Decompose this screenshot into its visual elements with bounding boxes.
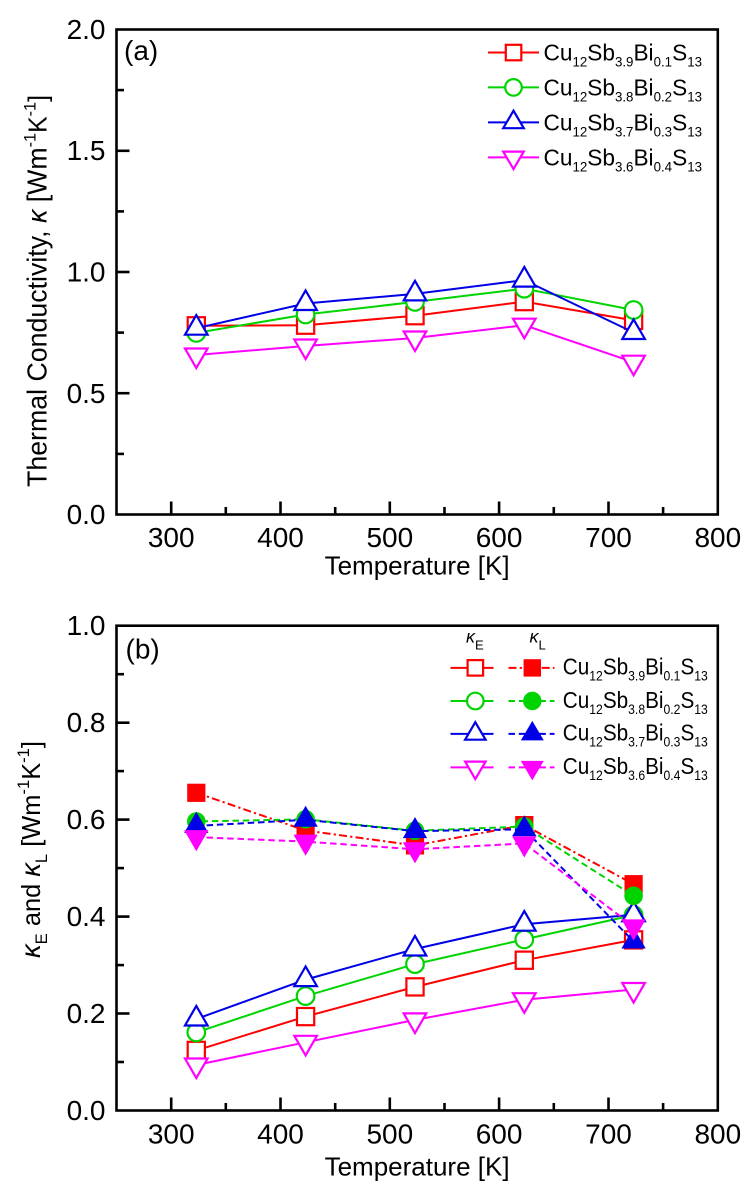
svg-text:Cu12Sb3.7Bi0.3S13: Cu12Sb3.7Bi0.3S13	[563, 720, 708, 750]
svg-text:600: 600	[476, 1119, 523, 1150]
svg-text:0.6: 0.6	[67, 804, 106, 835]
svg-text:1.0: 1.0	[67, 610, 106, 641]
svg-text:800: 800	[694, 1119, 741, 1150]
svg-text:1.5: 1.5	[67, 135, 106, 166]
svg-text:Temperature [K]: Temperature [K]	[325, 551, 510, 581]
svg-text:Cu12Sb3.6Bi0.4S13: Cu12Sb3.6Bi0.4S13	[544, 144, 703, 174]
svg-text:κL: κL	[530, 627, 546, 653]
svg-text:400: 400	[257, 522, 304, 553]
svg-text:300: 300	[148, 1119, 195, 1150]
svg-text:0.4: 0.4	[67, 901, 106, 932]
svg-text:Cu12Sb3.9Bi0.1S13: Cu12Sb3.9Bi0.1S13	[563, 654, 708, 684]
svg-text:Cu12Sb3.6Bi0.4S13: Cu12Sb3.6Bi0.4S13	[563, 753, 708, 783]
svg-text:400: 400	[257, 1119, 304, 1150]
svg-text:700: 700	[585, 1119, 632, 1150]
svg-text:κE and κL [Wm-1K-1]: κE and κL [Wm-1K-1]	[14, 741, 51, 958]
svg-text:Cu12Sb3.9Bi0.1S13: Cu12Sb3.9Bi0.1S13	[544, 40, 703, 70]
svg-text:500: 500	[366, 522, 413, 553]
svg-text:500: 500	[366, 1119, 413, 1150]
svg-text:0.2: 0.2	[67, 998, 106, 1029]
svg-text:Thermal Conductivity, κ [Wm-1K: Thermal Conductivity, κ [Wm-1K-1]	[20, 95, 52, 487]
svg-text:800: 800	[694, 522, 741, 553]
svg-text:(a): (a)	[124, 35, 158, 66]
svg-text:Cu12Sb3.8Bi0.2S13: Cu12Sb3.8Bi0.2S13	[544, 74, 703, 104]
svg-text:600: 600	[476, 522, 523, 553]
svg-text:0.5: 0.5	[67, 378, 106, 409]
svg-text:0.0: 0.0	[67, 1095, 106, 1126]
svg-text:Cu12Sb3.7Bi0.3S13: Cu12Sb3.7Bi0.3S13	[544, 109, 703, 139]
svg-text:0.0: 0.0	[67, 499, 106, 530]
svg-text:Cu12Sb3.8Bi0.2S13: Cu12Sb3.8Bi0.2S13	[563, 687, 708, 717]
svg-text:Temperature [K]: Temperature [K]	[325, 1152, 510, 1182]
svg-text:0.8: 0.8	[67, 707, 106, 738]
svg-text:300: 300	[148, 522, 195, 553]
svg-text:(b): (b)	[126, 634, 160, 665]
svg-text:700: 700	[585, 522, 632, 553]
svg-text:2.0: 2.0	[67, 14, 106, 45]
svg-text:1.0: 1.0	[67, 257, 106, 288]
svg-text:κE: κE	[466, 627, 484, 653]
